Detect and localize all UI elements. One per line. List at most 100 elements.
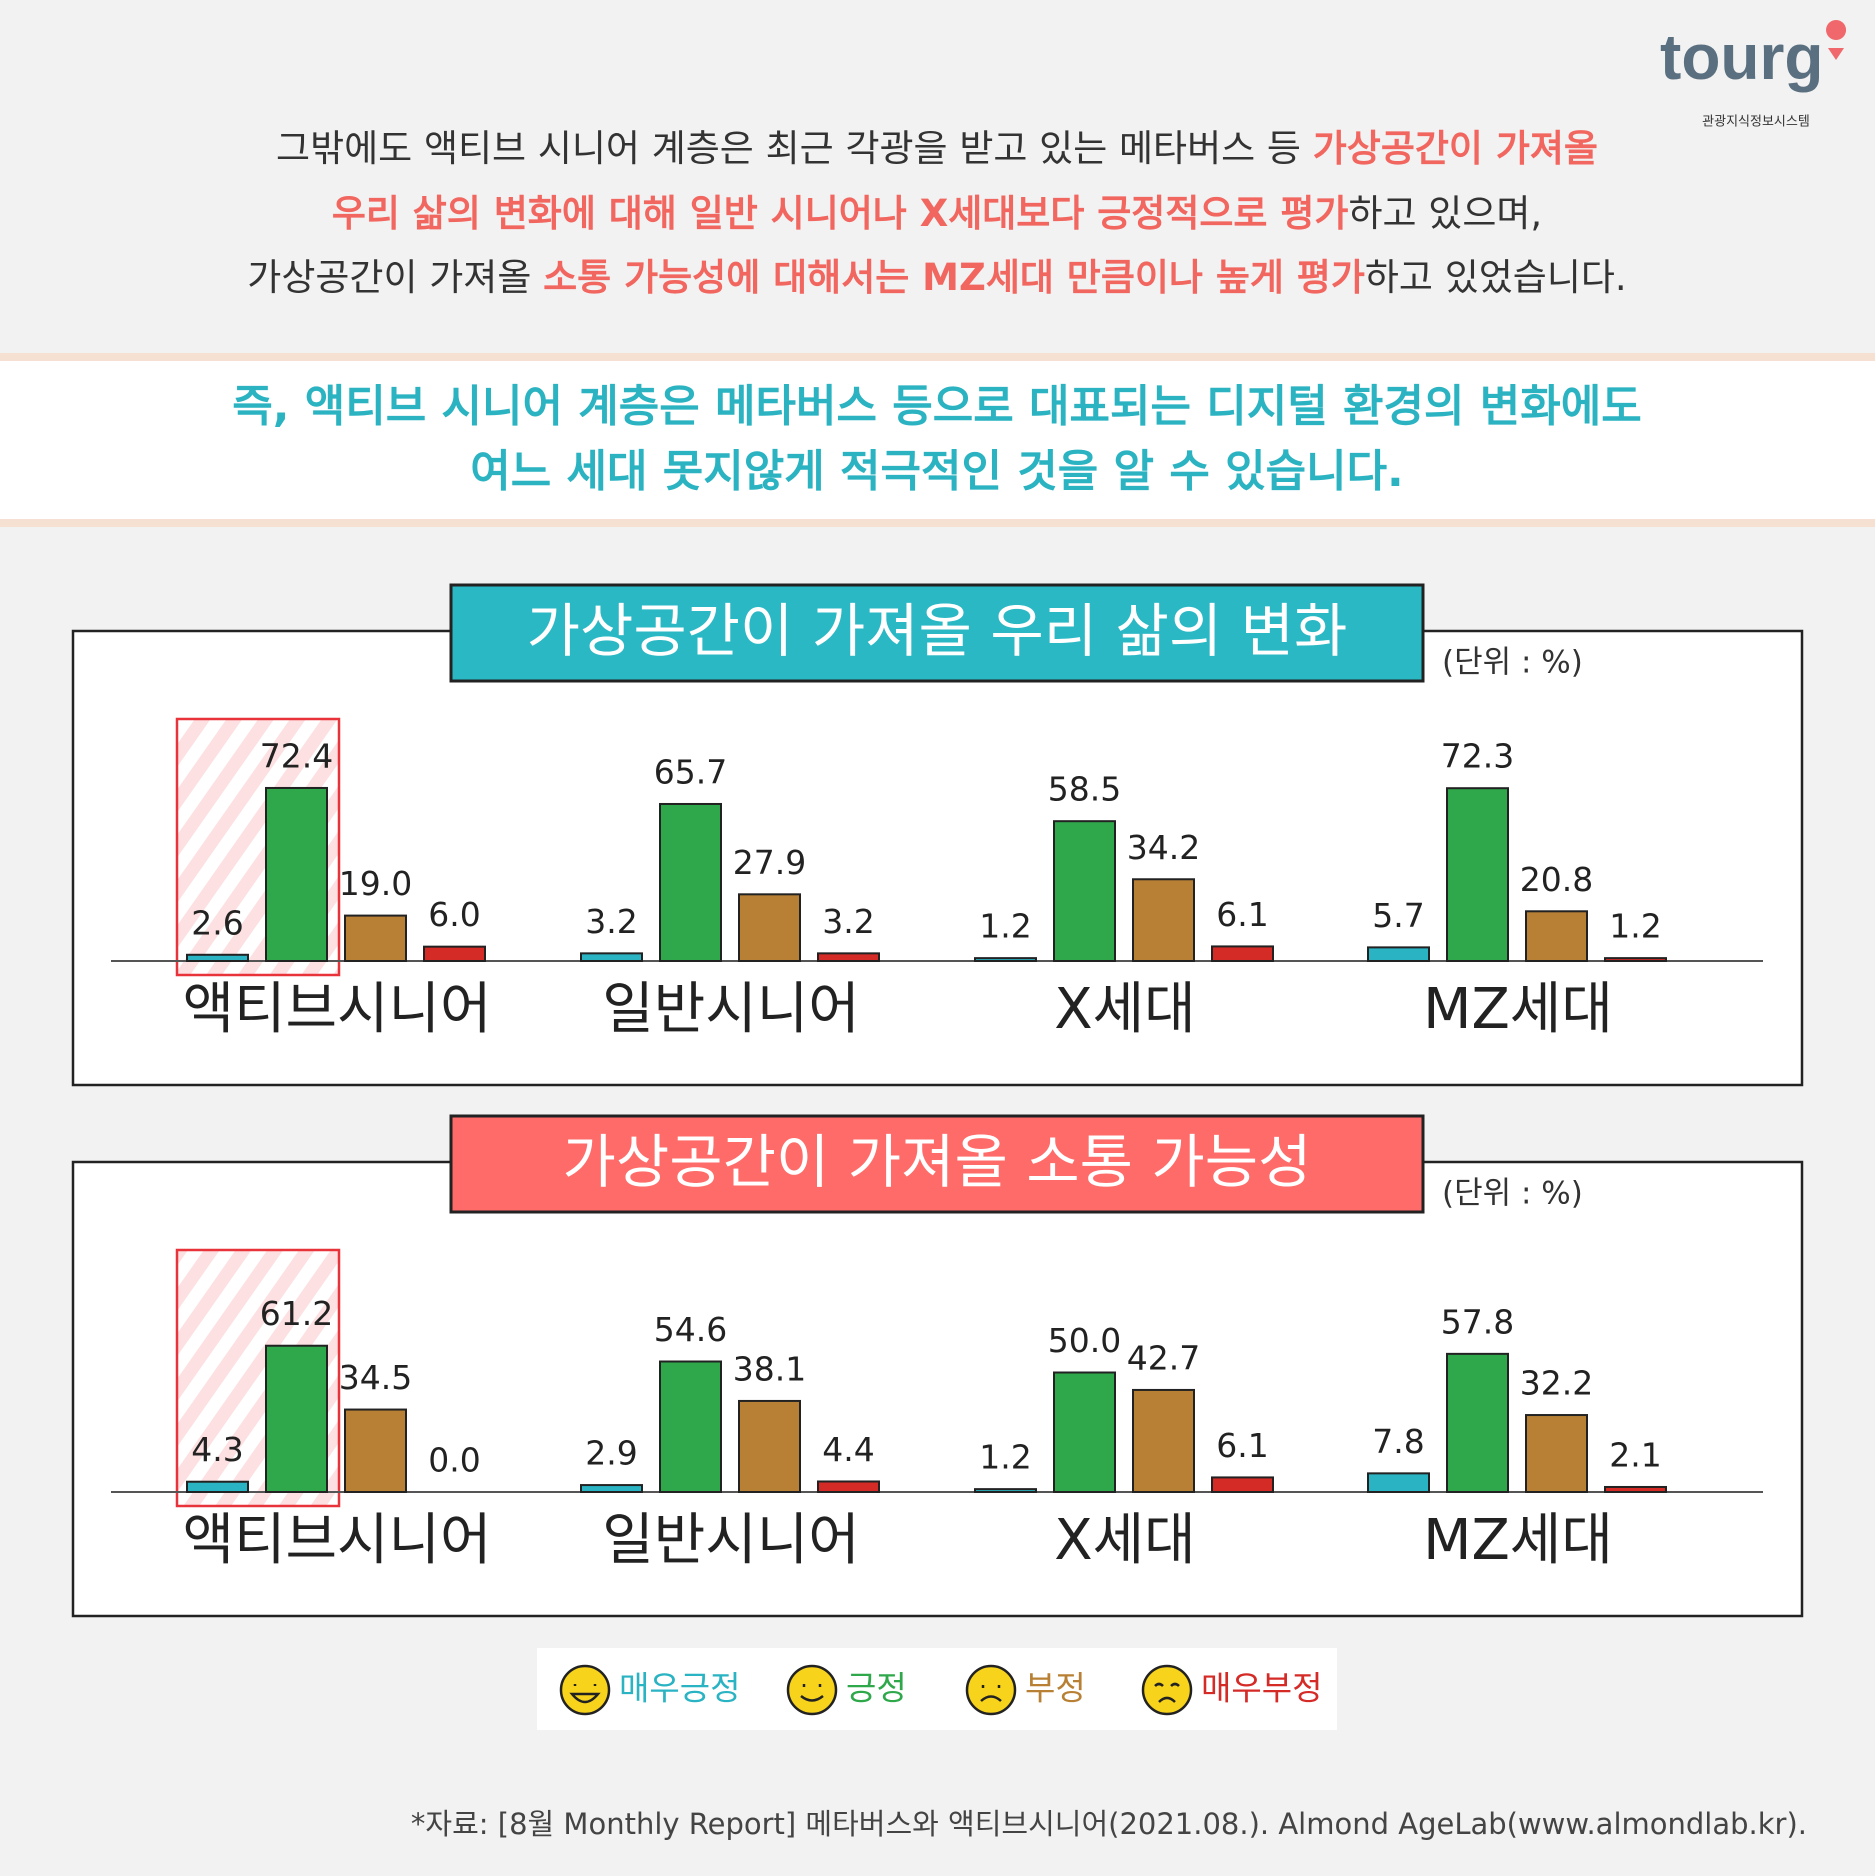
category-label: 일반시니어: [602, 977, 860, 1042]
body-text: 하고 있으며,: [1348, 192, 1542, 235]
legend-item: 매우부정: [1141, 1664, 1322, 1716]
highlight-text: 소통 가능성에 대해서는 MZ세대 만큼이나 높게 평가: [543, 256, 1365, 299]
bar: [1446, 787, 1509, 962]
value-label: 2.6: [191, 903, 243, 942]
bar: [1132, 1388, 1195, 1494]
bar: [1525, 1414, 1588, 1493]
value-label: 61.2: [260, 1294, 333, 1333]
value-label: 58.5: [1048, 770, 1121, 809]
category-label: 일반시니어: [602, 1508, 860, 1573]
conclusion-band: [0, 357, 1875, 523]
chart-frame: [71, 629, 1804, 1087]
bar: [1053, 1371, 1116, 1493]
bar: [659, 1360, 722, 1493]
legend-box: [537, 1648, 1337, 1730]
highlight-text: 우리 삶의 변화에 대해 일반 시니어나 X세대보다 긍정적으로 평가: [332, 192, 1349, 235]
value-label: 1.2: [1609, 907, 1661, 946]
value-label: 3.2: [822, 902, 874, 941]
bar: [1604, 1485, 1667, 1493]
value-label: 1.2: [979, 1438, 1031, 1477]
bar: [1367, 1472, 1430, 1494]
value-label: 6.1: [1216, 895, 1268, 934]
bar: [344, 914, 407, 963]
legend-label: 부정: [1025, 1669, 1086, 1708]
conclusion-line: 즉, 액티브 시니어 계층은 메타버스 등으로 대표되는 디지털 환경의 변화에…: [232, 381, 1641, 432]
band-border: [0, 353, 1875, 361]
value-label: 4.3: [191, 1430, 243, 1469]
value-label: 2.9: [585, 1434, 637, 1473]
value-label: 34.5: [339, 1358, 412, 1397]
chart-title-box: [449, 583, 1425, 683]
value-label: 2.1: [1609, 1435, 1661, 1474]
value-label: 72.3: [1441, 737, 1514, 776]
bar: [1132, 878, 1195, 963]
bar: [974, 1488, 1037, 1493]
bar: [344, 1408, 407, 1494]
value-label: 3.2: [585, 902, 637, 941]
value-label: 34.2: [1127, 828, 1200, 867]
highlight-text: 가상공간이 가져올: [1313, 127, 1598, 170]
value-label: 54.6: [654, 1310, 727, 1349]
legend-face: [1154, 1682, 1180, 1703]
bar: [186, 1480, 249, 1494]
bar: [580, 952, 643, 962]
intro: 그밖에도 액티브 시니어 계층은 최근 각광을 받고 있는 메타버스 등 가상공…: [247, 127, 1626, 299]
bar: [974, 957, 1037, 963]
unit-label: (단위 : %): [1442, 1176, 1583, 1212]
body-text: 그밖에도 액티브 시니어 계층은 최근 각광을 받고 있는 메타버스 등: [276, 127, 1313, 170]
body-text: 가상공간이 가져올: [247, 256, 543, 299]
bar: [265, 1344, 328, 1494]
value-label: 6.0: [428, 895, 480, 934]
bar: [1367, 946, 1430, 963]
value-label: 65.7: [654, 752, 727, 791]
chart: 가상공간이 가져올 우리 삶의 변화 (단위 : %) 액티브시니어 일반시니어 X세대…: [71, 583, 1804, 1087]
intro-line: 그밖에도 액티브 시니어 계층은 최근 각광을 받고 있는 메타버스 등 가상공…: [276, 127, 1598, 170]
category-label: MZ세대: [1423, 977, 1613, 1042]
legend-icon: [559, 1664, 611, 1716]
value-label: 7.8: [1372, 1422, 1424, 1461]
bar: [265, 786, 328, 962]
value-label: 20.8: [1520, 860, 1593, 899]
conclusion-line: 여느 세대 못지않게 적극적인 것을 알 수 있습니다.: [470, 446, 1404, 497]
bar: [817, 952, 880, 962]
bar: [1053, 820, 1116, 962]
value-label: 5.7: [1372, 896, 1424, 935]
chart: 가상공간이 가져올 소통 가능성 (단위 : %) 액티브시니어 일반시니어 X세대 MZ…: [71, 1114, 1804, 1618]
value-label: 57.8: [1441, 1302, 1514, 1341]
legend-label: 매우긍정: [619, 1669, 740, 1708]
bar: [738, 1399, 801, 1494]
category-label: 액티브시니어: [182, 977, 491, 1042]
value-label: 4.4: [822, 1430, 874, 1469]
legend-item: 매우긍정: [559, 1664, 740, 1716]
category-label: X세대: [1054, 977, 1195, 1042]
legend-icon: [786, 1664, 838, 1716]
chart-frame: [71, 1160, 1804, 1618]
category-label: MZ세대: [1423, 1508, 1613, 1573]
bar: [186, 953, 249, 963]
value-label: 50.0: [1048, 1321, 1121, 1360]
charts: 가상공간이 가져올 우리 삶의 변화 (단위 : %)액티브시니어 일반시니어 X세대…: [71, 583, 1804, 1618]
value-label: 0.0: [428, 1441, 480, 1480]
bar: [580, 1484, 643, 1493]
chart-title: 가상공간이 가져올 소통 가능성: [563, 1128, 1312, 1196]
legend: 매우긍정 긍정 부정 매우부정: [559, 1664, 1322, 1716]
category-label: X세대: [1054, 1508, 1195, 1573]
logo-subtitle: 관광지식정보시스템: [1702, 115, 1810, 130]
body-text: 하고 있었습니다.: [1365, 256, 1627, 299]
legend-label: 긍정: [846, 1669, 907, 1708]
bar: [1211, 1476, 1274, 1494]
value-label: 32.2: [1520, 1364, 1593, 1403]
legend-icon: [965, 1664, 1017, 1716]
source: *자료: [8월 Monthly Report] 메타버스와 액티브시니어(20…: [411, 1807, 1807, 1841]
intro-line: 우리 삶의 변화에 대해 일반 시니어나 X세대보다 긍정적으로 평가하고 있으…: [332, 192, 1542, 235]
legend-face: [569, 1684, 601, 1704]
value-label: 1.2: [979, 907, 1031, 946]
legend-item: 긍정: [786, 1664, 907, 1716]
bar: [423, 945, 486, 962]
unit-label: (단위 : %): [1442, 645, 1583, 681]
value-label: 6.1: [1216, 1426, 1268, 1465]
bar: [738, 893, 801, 962]
bar: [1525, 910, 1588, 963]
